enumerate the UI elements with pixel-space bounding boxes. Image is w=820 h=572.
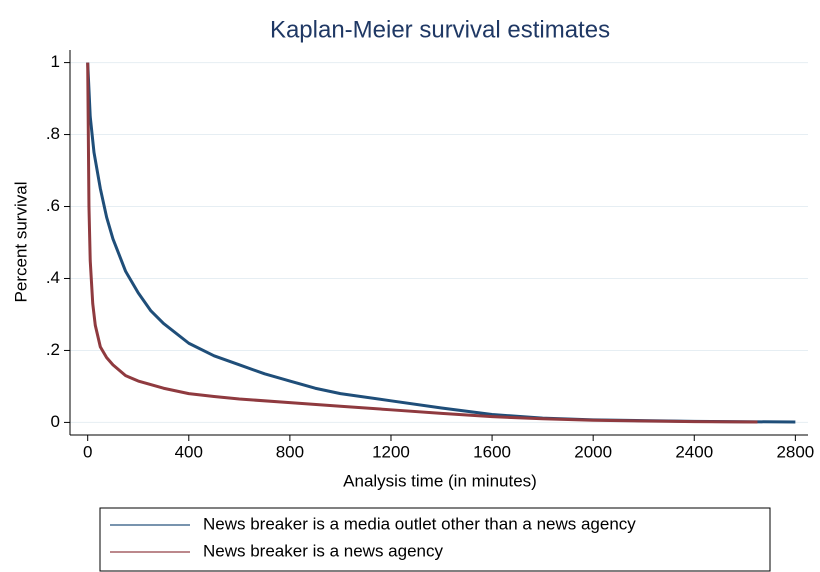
y-tick-label: 1 [51,52,60,71]
x-tick-label: 2800 [776,442,814,461]
chart-title: Kaplan-Meier survival estimates [270,16,610,43]
legend-box [99,507,771,572]
y-tick-label: 0 [51,412,60,431]
y-tick-label: .6 [46,196,60,215]
x-axis-label: Analysis time (in minutes) [343,471,537,490]
x-tick-label: 800 [276,442,304,461]
y-axis-label: Percent survival [11,182,30,303]
y-tick-label: .8 [46,124,60,143]
x-tick-label: 2400 [675,442,713,461]
x-tick-label: 0 [83,442,92,461]
x-tick-label: 2000 [574,442,612,461]
x-tick-label: 1600 [473,442,511,461]
survival-line [86,62,758,424]
survival-line [86,62,796,424]
x-tick-label: 1200 [372,442,410,461]
legend-label: News breaker is a media outlet other tha… [203,514,636,533]
x-tick-label: 400 [175,442,203,461]
y-tick-label: .2 [46,340,60,359]
y-tick-label: .4 [46,268,60,287]
legend-label: News breaker is a news agency [203,541,444,560]
